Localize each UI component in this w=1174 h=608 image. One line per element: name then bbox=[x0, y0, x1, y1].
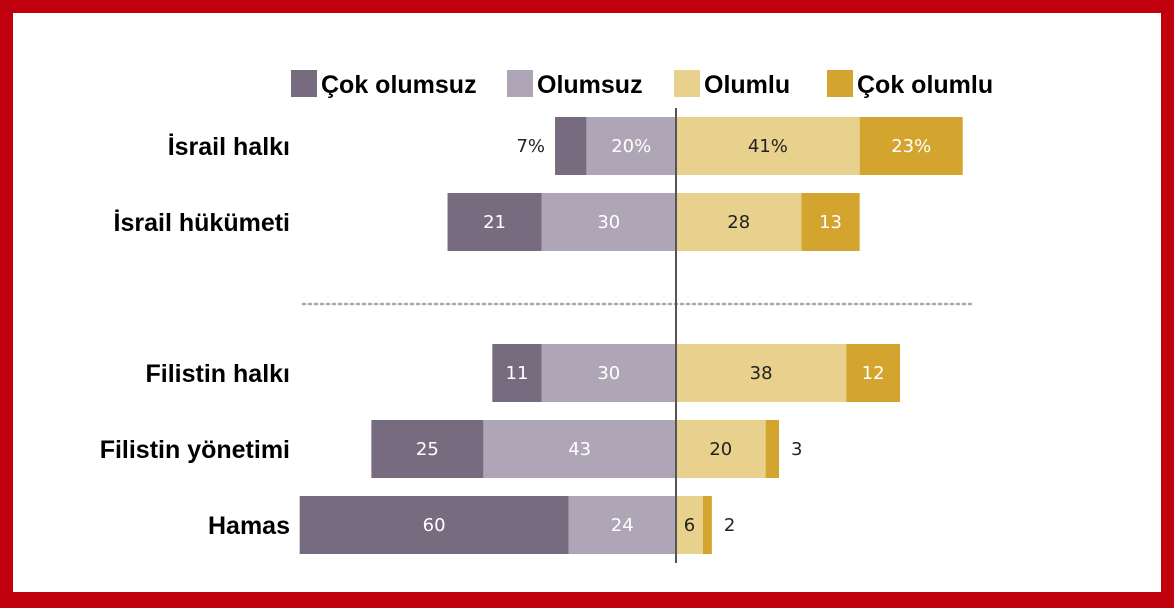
value-label: 43 bbox=[568, 439, 591, 460]
category-label-israil-hukumeti: İsrail hükümeti bbox=[114, 209, 290, 237]
legend-swatch bbox=[507, 70, 533, 97]
bar-olumlu-filistin-halki bbox=[676, 344, 847, 402]
value-label: 2 bbox=[724, 515, 735, 536]
category-label-filistin-yonetimi: Filistin yönetimi bbox=[100, 436, 290, 464]
legend-item-cok-olumlu: Çok olumlu bbox=[827, 70, 993, 99]
bar-olumlu-hamas bbox=[676, 496, 703, 554]
category-label-hamas: Hamas bbox=[208, 512, 290, 540]
legend-item-cok-olumsuz: Çok olumsuz bbox=[291, 70, 477, 99]
legend-swatch bbox=[674, 70, 700, 97]
bar-olumlu-filistin-yonetimi bbox=[676, 420, 766, 478]
bar-cok-olumsuz-israil-hukumeti bbox=[447, 193, 542, 251]
value-label: 6 bbox=[684, 515, 695, 536]
bar-olumsuz-filistin-halki bbox=[541, 344, 676, 402]
bar-row-israil-halki: 20% 7% 41% 23% bbox=[516, 117, 963, 175]
bar-row-hamas: 24 60 6 2 bbox=[299, 496, 735, 554]
bar-cok-olumsuz-israil-halki bbox=[555, 117, 587, 175]
value-label: 7% bbox=[516, 136, 545, 157]
value-label: 12 bbox=[862, 363, 885, 384]
diverging-bar-chart: Çok olumsuz Olumsuz Olumlu Çok olumlu İsrai… bbox=[100, 70, 993, 563]
category-labels: İsrail halkı İsrail hükümeti Filistin halk… bbox=[100, 133, 290, 540]
bar-cok-olumsuz-hamas bbox=[299, 496, 569, 554]
bar-cok-olumlu-filistin-yonetimi bbox=[765, 420, 780, 478]
value-label: 20 bbox=[709, 439, 732, 460]
bar-olumsuz-filistin-yonetimi bbox=[483, 420, 676, 478]
value-label: 13 bbox=[819, 212, 842, 233]
value-label: 30 bbox=[597, 363, 620, 384]
bar-row-israil-hukumeti: 30 21 28 13 bbox=[447, 193, 860, 251]
category-label-israil-halki: İsrail halkı bbox=[168, 133, 290, 161]
bar-cok-olumlu-filistin-halki bbox=[846, 344, 900, 402]
bar-olumlu-israil-hukumeti bbox=[676, 193, 802, 251]
bar-cok-olumlu-hamas bbox=[702, 496, 712, 554]
bar-cok-olumlu-israil-halki bbox=[859, 117, 963, 175]
bar-row-filistin-yonetimi: 43 25 20 3 bbox=[371, 420, 802, 478]
legend-item-olumsuz: Olumsuz bbox=[507, 70, 643, 99]
value-label: 3 bbox=[791, 439, 802, 460]
bar-cok-olumsuz-filistin-halki bbox=[492, 344, 542, 402]
bar-olumsuz-hamas bbox=[568, 496, 676, 554]
legend: Çok olumsuz Olumsuz Olumlu Çok olumlu bbox=[291, 70, 993, 99]
bar-olumsuz-israil-hukumeti bbox=[541, 193, 676, 251]
chart-frame: Çok olumsuz Olumsuz Olumlu Çok olumlu İsrai… bbox=[13, 13, 1161, 592]
legend-swatch bbox=[827, 70, 853, 97]
value-label: 38 bbox=[750, 363, 773, 384]
legend-item-olumlu: Olumlu bbox=[674, 70, 790, 99]
value-label: 23% bbox=[891, 136, 931, 157]
category-label-filistin-halki: Filistin halkı bbox=[146, 360, 290, 388]
legend-swatch bbox=[291, 70, 317, 97]
bars: 20% 7% 41% 23% 30 21 28 13 30 11 38 12 43 25 20 3 24 60 6 2 bbox=[299, 117, 963, 554]
bar-cok-olumsuz-filistin-yonetimi bbox=[371, 420, 484, 478]
value-label: 25 bbox=[416, 439, 439, 460]
value-label: 24 bbox=[611, 515, 634, 536]
value-label: 20% bbox=[611, 136, 651, 157]
value-label: 60 bbox=[423, 515, 446, 536]
bar-cok-olumlu-israil-hukumeti bbox=[801, 193, 860, 251]
value-label: 41% bbox=[748, 136, 788, 157]
bar-row-filistin-halki: 30 11 38 12 bbox=[492, 344, 900, 402]
bar-olumlu-israil-halki bbox=[676, 117, 860, 175]
legend-label: Çok olumlu bbox=[857, 71, 993, 99]
axis-layer bbox=[301, 108, 973, 563]
value-label: 21 bbox=[483, 212, 506, 233]
bar-olumsuz-israil-halki bbox=[586, 117, 676, 175]
legend-label: Olumsuz bbox=[537, 71, 643, 99]
value-label: 11 bbox=[506, 363, 529, 384]
value-label: 30 bbox=[597, 212, 620, 233]
legend-label: Olumlu bbox=[704, 71, 790, 99]
legend-label: Çok olumsuz bbox=[321, 71, 477, 99]
value-label: 28 bbox=[727, 212, 750, 233]
